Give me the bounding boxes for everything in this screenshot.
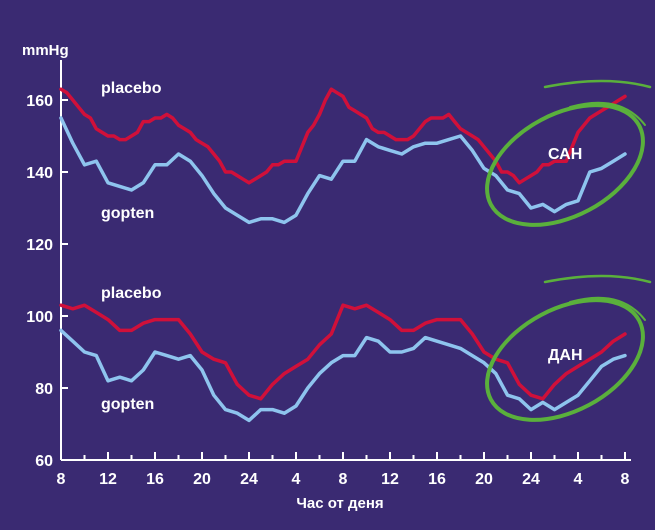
highlight-ellipse-systolic-stroke-tail [543, 79, 652, 89]
x-tick-label: 16 [146, 471, 164, 488]
plot-area: 60 80 100 120 140 160 8 12 16 20 24 4 8 12 16 20 24 4 8 [26, 60, 652, 488]
x-tick-label: 12 [381, 471, 399, 488]
x-tick-label: 8 [57, 471, 66, 488]
y-tick-label: 80 [35, 381, 53, 398]
x-tick-label: 24 [522, 471, 540, 488]
x-tick-label: 20 [475, 471, 493, 488]
label-diastolic-placebo: placebo [101, 285, 162, 302]
highlight-ellipse-diastolic [485, 274, 652, 422]
x-tick-label: 24 [240, 471, 258, 488]
x-axis-label: Час от деня [296, 495, 383, 512]
x-tick-label: 8 [339, 471, 348, 488]
y-tick-label: 60 [35, 453, 53, 470]
x-tick-label: 4 [292, 471, 301, 488]
x-tick-label: 4 [574, 471, 583, 488]
y-tick-label: 160 [26, 93, 53, 110]
series-line-gopten-systolic [59, 116, 627, 225]
highlight-ellipse-systolic-ring [485, 103, 645, 227]
x-tick-label: 20 [193, 471, 211, 488]
series-line-gopten-diastolic [59, 328, 627, 423]
y-tick-label: 140 [26, 165, 53, 182]
systolic-tag: САН [548, 146, 582, 163]
y-tick-label: 100 [26, 309, 53, 326]
y-axis-label: mmHg [22, 42, 69, 59]
x-tick-label: 16 [428, 471, 446, 488]
label-diastolic-gopten: gopten [101, 396, 154, 413]
label-systolic-gopten: gopten [101, 205, 154, 222]
highlight-ellipse-diastolic-stroke-tail [543, 274, 652, 284]
label-systolic-placebo: placebo [101, 80, 162, 97]
highlight-ellipse-diastolic-stroke-inner [569, 296, 646, 321]
diastolic-tag: ДАН [548, 347, 583, 364]
series-line-placebo-diastolic [59, 303, 627, 401]
series-line-placebo-systolic [59, 87, 627, 185]
y-tick-label: 120 [26, 237, 53, 254]
highlight-ellipse-systolic [485, 79, 652, 227]
highlight-ellipse-diastolic-ring [485, 298, 645, 422]
highlight-ellipse-systolic-stroke-inner [569, 101, 646, 126]
x-tick-label: 12 [99, 471, 117, 488]
x-tick-label: 8 [621, 471, 630, 488]
